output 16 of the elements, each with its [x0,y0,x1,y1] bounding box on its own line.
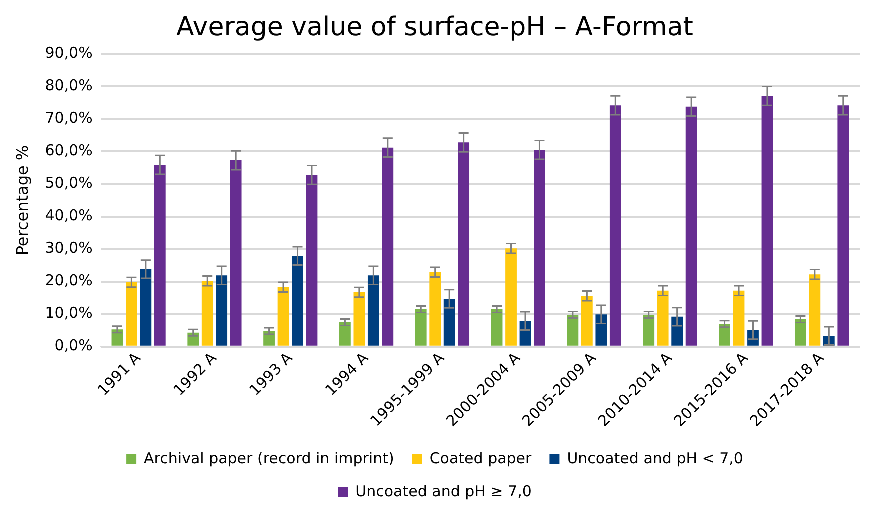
y-tick-label: 0,0% [54,336,93,355]
y-axis-title: Percentage % [12,145,32,256]
legend-label: Archival paper (record in imprint) [144,449,394,468]
y-tick-label: 20,0% [45,272,93,290]
legend-label: Uncoated and pH ≥ 7,0 [356,482,532,500]
y-tick-label: 30,0% [45,239,93,258]
legend-label: Uncoated and pH < 7,0 [567,449,744,468]
legend-label: Coated paper [430,449,533,468]
y-tick-label: 90,0% [45,44,93,62]
y-tick-label: 70,0% [45,109,93,128]
y-tick-label: 10,0% [45,304,93,322]
y-tick-label: 60,0% [45,142,93,160]
y-tick-label: 50,0% [45,174,93,192]
chart-title: Average value of surface-pH – A-Format [176,12,694,42]
y-tick-label: 80,0% [45,76,93,95]
y-tick-label: 40,0% [45,206,93,225]
